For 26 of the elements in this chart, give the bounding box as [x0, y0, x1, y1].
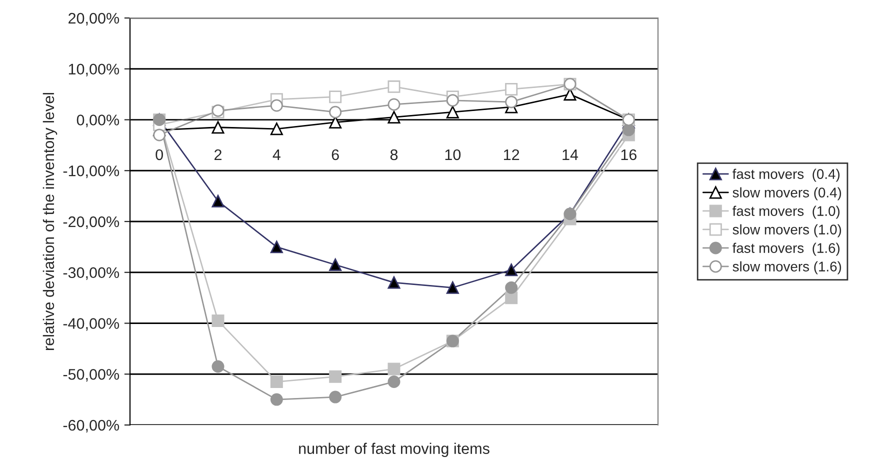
legend-label: slow movers (1.6) — [732, 261, 842, 274]
y-tick-label: 0,00% — [76, 114, 120, 128]
legend-label: slow movers (0.4) — [732, 187, 842, 200]
y-tick-label: -50,00% — [63, 368, 120, 382]
x-tick-label: 16 — [621, 149, 636, 160]
y-tick-label: 10,00% — [68, 64, 120, 76]
x-tick-label: 14 — [562, 149, 578, 160]
legend-label: fast movers (1.0) — [732, 206, 840, 219]
x-tick-label: 6 — [332, 149, 339, 160]
legend-label: slow movers (1.0) — [732, 224, 842, 238]
y-tick-label: -30,00% — [63, 267, 120, 280]
y-tick-label: -10,00% — [63, 165, 120, 178]
x-tick-label: 8 — [390, 149, 398, 160]
x-tick-label: 0 — [156, 149, 163, 160]
x-axis-title: number of fast moving items — [299, 442, 490, 457]
x-tick-label: 4 — [272, 149, 280, 160]
y-tick-label: -20,00% — [63, 216, 120, 229]
legend-label: fast movers (0.4) — [732, 168, 840, 182]
y-tick-label: -40,00% — [63, 318, 120, 331]
x-tick-label: 2 — [214, 149, 222, 160]
x-tick-label: 12 — [504, 149, 520, 160]
y-tick-label: -60,00% — [63, 420, 120, 432]
x-tick-label: 10 — [445, 149, 461, 160]
y-axis-title: relative deviation of the inventory level — [42, 93, 58, 350]
y-tick-label: 20,00% — [68, 12, 120, 26]
legend-label: fast movers (1.6) — [732, 242, 840, 256]
